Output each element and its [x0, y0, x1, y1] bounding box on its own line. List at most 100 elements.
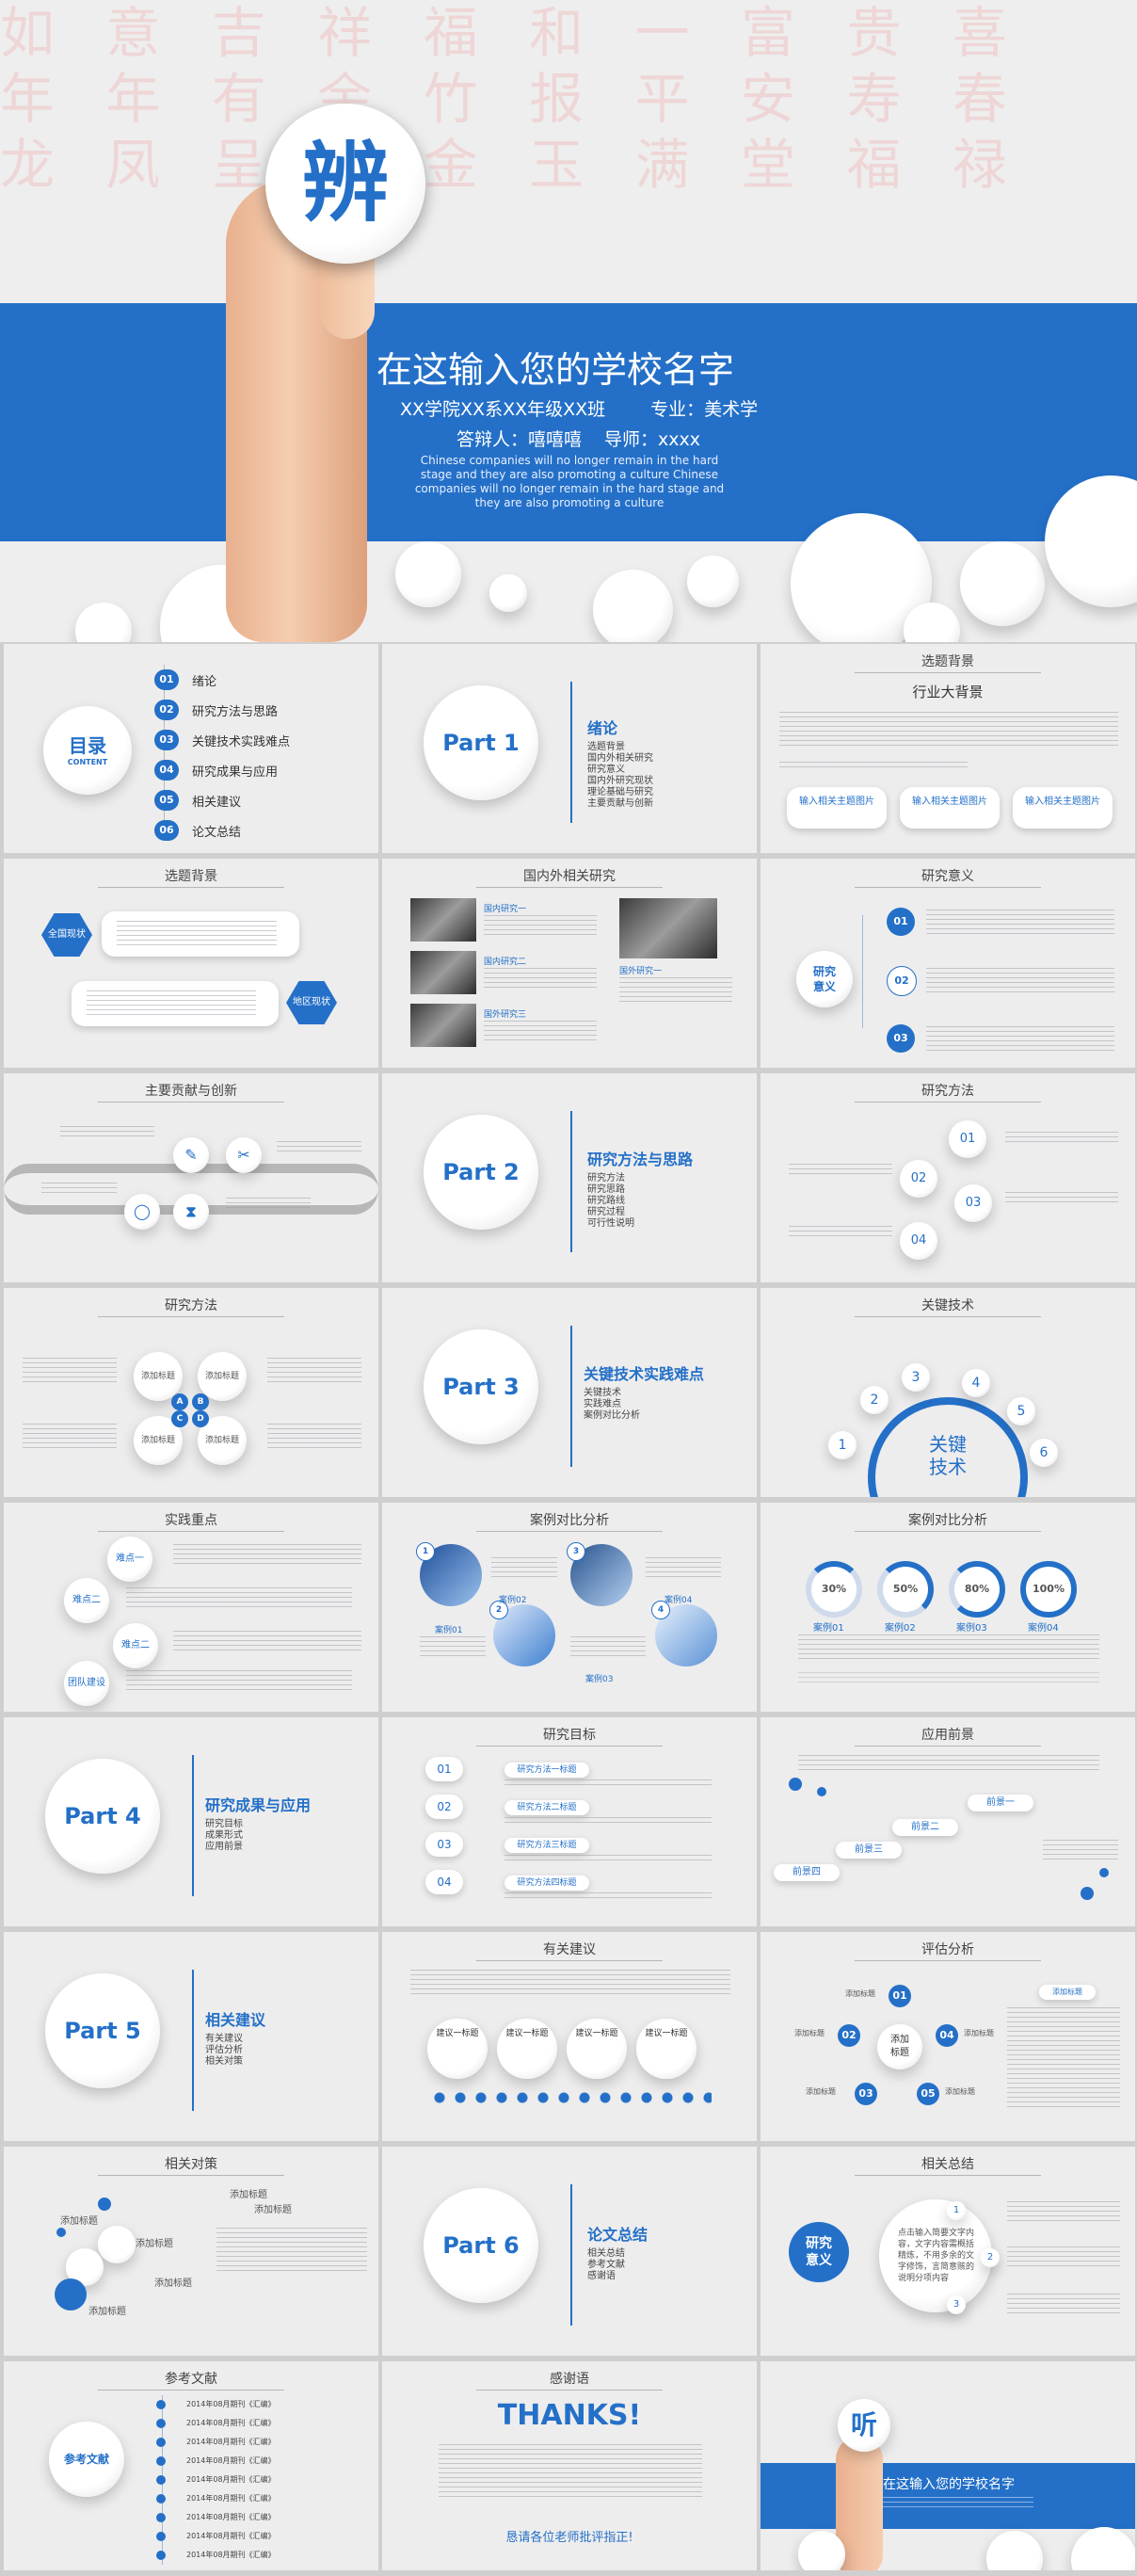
dot [789, 1778, 802, 1791]
reference-item[interactable]: 2014年08月期刊《汇编》 [156, 2395, 276, 2414]
slide-background-1[interactable]: 选题背景 行业大背景 输入相关主题图片 输入相关主题图片 输入相关主题图片 [761, 644, 1135, 853]
paragraph-text [926, 1026, 1114, 1051]
slide-part2[interactable]: Part 2 研究方法与思路 研究方法 研究思路 研究路线 研究过程 可行性说明 [382, 1073, 757, 1282]
reference-item[interactable]: 2014年08月期刊《汇编》 [156, 2527, 276, 2546]
slide-end[interactable]: 听 在这输入您的学校名字 [761, 2361, 1135, 2570]
cover-slide[interactable]: 如 意 吉 祥 福 和 一 富 贵 喜 年 年 有 余 竹 报 平 安 寿 春 … [0, 0, 1137, 642]
reference-item[interactable]: 2014年08月期刊《汇编》 [156, 2433, 276, 2452]
paragraph-text [504, 1855, 712, 1862]
toc-item[interactable]: 06 论文总结 [154, 815, 290, 845]
part-heading: 研究成果与应用 [205, 1796, 312, 1814]
paragraph-text [484, 968, 597, 989]
slide-title: 参考文献 [165, 2372, 217, 2387]
reference-list: 2014年08月期刊《汇编》 2014年08月期刊《汇编》 2014年08月期刊… [156, 2395, 276, 2565]
eval-label: 添加标题 [964, 2029, 994, 2037]
title-rule [98, 2175, 284, 2176]
reference-item[interactable]: 2014年08月期刊《汇编》 [156, 2489, 276, 2508]
slide-toc[interactable]: 目录 CONTENT 01 绪论 02 研究方法与思路 03 关键技术实践难点 04 研… [4, 644, 378, 853]
slide-prospect[interactable]: 应用前景 前景一 前景二 前景三 前景四 [761, 1717, 1135, 1926]
toc-item[interactable]: 05 相关建议 [154, 785, 290, 815]
slide-domestic-research[interactable]: 国内外相关研究 国内研究一 国内研究二 国外研究三 国外研究一 [382, 859, 757, 1068]
progress-ring: 80% [949, 1561, 1005, 1618]
paragraph-text [87, 990, 256, 1015]
title-rule [476, 887, 663, 888]
paragraph-text [570, 1636, 646, 1659]
slide-research-meaning[interactable]: 研究意义 研究意义 01 02 03 [761, 859, 1135, 1068]
paragraph-text [1005, 1132, 1118, 1145]
slide-practice[interactable]: 实践重点 难点一 难点二 难点二 团队建设 [4, 1503, 378, 1712]
reference-item[interactable]: 2014年08月期刊《汇编》 [156, 2414, 276, 2433]
measure-label: 添加标题 [254, 2205, 292, 2215]
tech-num: 3 [902, 1363, 930, 1392]
english-subtitle: Chinese companies will no longer remain … [414, 454, 725, 509]
toc-num: 03 [154, 730, 179, 750]
slide-title: 相关总结 [921, 2157, 974, 2172]
slide-contributions[interactable]: 主要贡献与创新 ✎ ✂ ◯ ⧗ [4, 1073, 378, 1282]
goal-title: 研究方法二标题 [504, 1800, 589, 1815]
eval-num: 03 [855, 2083, 877, 2105]
part-heading: 研究方法与思路 [587, 1151, 694, 1168]
slide-case-1[interactable]: 案例对比分析 1 2 3 4 案例01 案例02 案例03 案例04 [382, 1503, 757, 1712]
paragraph-text [789, 1226, 892, 1239]
method-bubble: 添加标题 [134, 1352, 183, 1401]
theme-image-button[interactable]: 输入相关主题图片 [900, 787, 1000, 829]
slide-method-2[interactable]: 研究方法 添加标题 添加标题 添加标题 添加标题 A B C D [4, 1288, 378, 1497]
photo [410, 1004, 476, 1047]
paragraph-text [267, 1424, 361, 1448]
slide-part1[interactable]: Part 1 绪论 选题背景 国内外相关研究 研究意义 国内外研究现状 理论基础与研究主… [382, 644, 757, 853]
title-rule [855, 1316, 1041, 1317]
measure-dot [55, 2278, 87, 2310]
slide-method-1[interactable]: 研究方法 01 02 03 04 [761, 1073, 1135, 1282]
slide-measures[interactable]: 相关对策 添加标题 添加标题 添加标题 添加标题 添加标题 添加标题 [4, 2147, 378, 2356]
reference-item[interactable]: 2014年08月期刊《汇编》 [156, 2546, 276, 2565]
measure-label: 添加标题 [230, 2190, 267, 2200]
research-label: 国内研究一 [484, 905, 527, 914]
paragraph-text [789, 1164, 892, 1177]
slide-evaluate[interactable]: 评估分析 添加标题 01 02 03 04 05 添加标题 添加标题 添加标题 … [761, 1932, 1135, 2141]
slide-key-tech[interactable]: 关键技术 关键技术 1 2 3 4 5 6 [761, 1288, 1135, 1497]
toc-text: 绪论 [192, 674, 217, 689]
paragraph-text [1007, 2201, 1120, 2222]
slide-case-2[interactable]: 案例对比分析 30% 50% 80% 100% 案例01 案例02 案例03 案… [761, 1503, 1135, 1712]
slide-summary[interactable]: 相关总结 研究意义 点击输入简要文字内容，文字内容需概括精炼，不用多余的文字修饰… [761, 2147, 1135, 2356]
reference-item[interactable]: 2014年08月期刊《汇编》 [156, 2508, 276, 2527]
slide-advice[interactable]: 有关建议 建议一标题 建议一标题 建议一标题 建议一标题 [382, 1932, 757, 2141]
goal-num: 04 [425, 1870, 463, 1894]
reference-item[interactable]: 2014年08月期刊《汇编》 [156, 2471, 276, 2489]
toc-item[interactable]: 04 研究成果与应用 [154, 755, 290, 785]
dot [1099, 1868, 1109, 1877]
slide-title: 感谢语 [550, 2372, 589, 2387]
advice-circle: 建议一标题 [636, 2019, 697, 2079]
slide-background-2[interactable]: 选题背景 全国现状 地区现状 [4, 859, 378, 1068]
slide-part3[interactable]: Part 3 关键技术实践难点 关键技术 实践难点 案例对比分析 [382, 1288, 757, 1497]
slide-title: 国内外相关研究 [523, 869, 616, 884]
toc-num: 02 [154, 700, 179, 720]
toc-list: 01 绪论 02 研究方法与思路 03 关键技术实践难点 04 研究成果与应用 05 相关… [154, 665, 290, 845]
case-label: 案例03 [585, 1675, 614, 1684]
method-step: 02 [900, 1160, 937, 1198]
slide-thanks[interactable]: 感谢语 THANKS! 恳请各位老师批评指正! [382, 2361, 757, 2570]
slide-research-goal[interactable]: 研究目标 01 02 03 04 研究方法一标题 研究方法二标题 研究方法三标题… [382, 1717, 757, 1926]
slide-part6[interactable]: Part 6 论文总结 相关总结 参考文献 感谢语 [382, 2147, 757, 2356]
eval-label: 添加标题 [794, 2029, 825, 2037]
slide-part5[interactable]: Part 5 相关建议 有关建议 评估分析 相关对策 [4, 1932, 378, 2141]
slide-references[interactable]: 参考文献 参考文献 2014年08月期刊《汇编》 2014年08月期刊《汇编》 … [4, 2361, 378, 2570]
toc-item[interactable]: 01 绪论 [154, 665, 290, 695]
toc-item[interactable]: 03 关键技术实践难点 [154, 725, 290, 755]
toc-item[interactable]: 02 研究方法与思路 [154, 695, 290, 725]
paragraph-text [484, 1021, 597, 1041]
part-heading: 绪论 [587, 719, 618, 737]
reference-item[interactable]: 2014年08月期刊《汇编》 [156, 2452, 276, 2471]
toc-circle: 目录 CONTENT [43, 706, 132, 795]
title-rule [476, 2390, 663, 2391]
theme-image-button[interactable]: 输入相关主题图片 [787, 787, 887, 829]
theme-image-button[interactable]: 输入相关主题图片 [1013, 787, 1113, 829]
title-rule [98, 1102, 284, 1103]
bubble [489, 574, 527, 612]
slide-title: 相关对策 [165, 2157, 217, 2172]
paragraph-text [619, 977, 732, 1006]
slide-part4[interactable]: Part 4 研究成果与应用 研究目标 成果形式 应用前景 [4, 1717, 378, 1926]
dot [817, 1787, 826, 1796]
letter-d: D [192, 1410, 209, 1427]
paragraph-text [420, 1636, 486, 1659]
